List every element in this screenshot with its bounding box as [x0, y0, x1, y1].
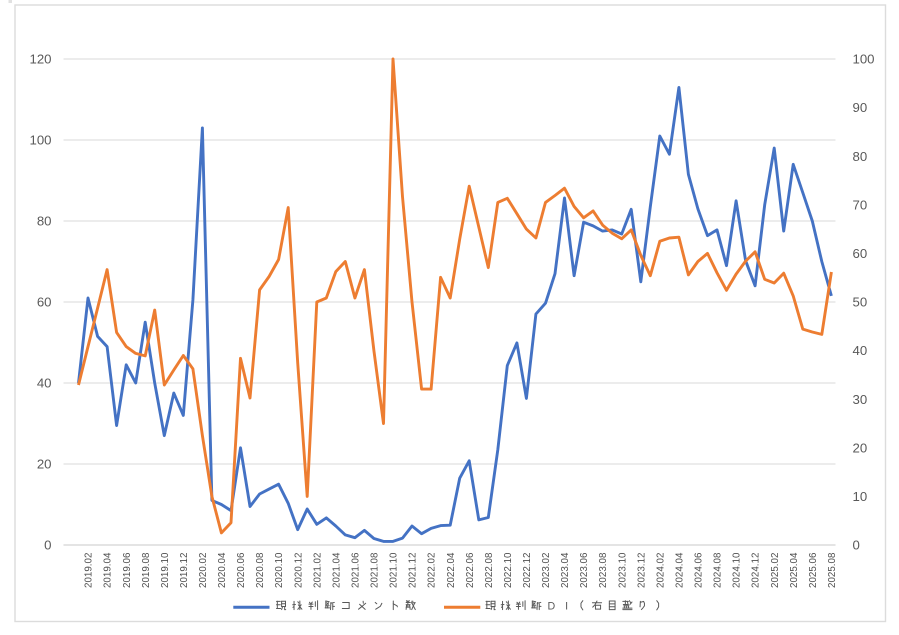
svg-text:2021.08: 2021.08 [370, 552, 381, 588]
svg-text:2024.02: 2024.02 [655, 553, 666, 588]
svg-text:2023.10: 2023.10 [617, 552, 628, 588]
svg-text:2021.02: 2021.02 [312, 553, 323, 588]
svg-text:10: 10 [853, 489, 868, 504]
svg-text:2022.10: 2022.10 [503, 552, 514, 588]
svg-text:80: 80 [853, 149, 868, 164]
svg-text:2019.06: 2019.06 [122, 552, 133, 588]
svg-text:2020.10: 2020.10 [274, 552, 285, 588]
svg-text:2021.12: 2021.12 [408, 553, 419, 588]
svg-text:2025.02: 2025.02 [770, 553, 781, 588]
svg-text:2023.06: 2023.06 [579, 552, 590, 588]
svg-text:40: 40 [37, 376, 52, 391]
svg-text:20: 20 [37, 457, 52, 472]
svg-text:0: 0 [853, 538, 860, 553]
svg-text:2019.04: 2019.04 [103, 552, 114, 588]
svg-text:90: 90 [853, 100, 868, 115]
svg-text:120: 120 [29, 52, 51, 67]
svg-text:2022.04: 2022.04 [446, 552, 457, 588]
svg-text:2019.12: 2019.12 [179, 553, 190, 588]
svg-text:2025.04: 2025.04 [789, 552, 800, 588]
svg-text:2020.06: 2020.06 [236, 552, 247, 588]
svg-text:2021.04: 2021.04 [331, 552, 342, 588]
svg-text:D: D [548, 601, 556, 613]
svg-text:20: 20 [853, 440, 868, 455]
svg-text:2024.06: 2024.06 [694, 552, 705, 588]
svg-text:2022.06: 2022.06 [465, 552, 476, 588]
svg-text:100: 100 [29, 133, 51, 148]
svg-text:I: I [565, 601, 568, 613]
svg-text:2019.10: 2019.10 [160, 552, 171, 588]
svg-text:2025.08: 2025.08 [827, 552, 838, 588]
svg-text:2021.06: 2021.06 [351, 552, 362, 588]
svg-text:2024.08: 2024.08 [713, 552, 724, 588]
svg-text:2023.12: 2023.12 [636, 553, 647, 588]
svg-text:2023.02: 2023.02 [541, 553, 552, 588]
svg-text:2020.04: 2020.04 [217, 552, 228, 588]
svg-text:2023.08: 2023.08 [598, 552, 609, 588]
svg-text:30: 30 [853, 392, 868, 407]
svg-text:2019.02: 2019.02 [84, 553, 95, 588]
svg-text:100: 100 [853, 52, 875, 67]
svg-text:50: 50 [853, 295, 868, 310]
svg-text:2019.08: 2019.08 [141, 552, 152, 588]
svg-text:2025.06: 2025.06 [808, 552, 819, 588]
svg-text:2024.04: 2024.04 [675, 552, 686, 588]
svg-text:2024.12: 2024.12 [751, 553, 762, 588]
svg-text:2022.12: 2022.12 [522, 553, 533, 588]
svg-text:80: 80 [37, 214, 52, 229]
svg-text:2024.10: 2024.10 [732, 552, 743, 588]
svg-text:2020.12: 2020.12 [293, 553, 304, 588]
svg-text:2020.02: 2020.02 [198, 553, 209, 588]
svg-text:40: 40 [853, 343, 868, 358]
svg-text:2022.08: 2022.08 [484, 552, 495, 588]
svg-text:0: 0 [44, 538, 51, 553]
svg-text:2023.04: 2023.04 [560, 552, 571, 588]
svg-text:60: 60 [37, 295, 52, 310]
svg-text:2022.02: 2022.02 [427, 553, 438, 588]
svg-text:2021.10: 2021.10 [389, 552, 400, 588]
svg-text:60: 60 [853, 246, 868, 261]
svg-text:70: 70 [853, 197, 868, 212]
svg-text:2020.08: 2020.08 [255, 552, 266, 588]
